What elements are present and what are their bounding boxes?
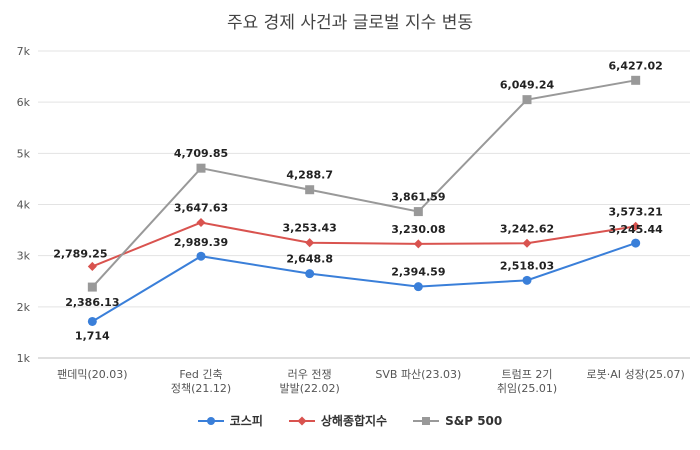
x-tick-label: 로봇·AI 성장(25.07) xyxy=(587,368,685,381)
legend-item-sp500[interactable]: S&P 500 xyxy=(413,412,502,429)
data-point xyxy=(87,261,97,271)
series-line-2 xyxy=(91,221,636,268)
series-line-1 xyxy=(91,242,636,323)
legend: 코스피 상해종합지수 S&P 500 xyxy=(0,412,700,429)
data-label: 6,049.24 xyxy=(500,79,555,92)
legend-swatch-shanghai xyxy=(288,415,315,426)
data-label: 6,427.02 xyxy=(609,59,663,72)
data-point xyxy=(522,275,532,285)
data-label: 2,789.25 xyxy=(53,247,107,260)
data-point xyxy=(522,95,532,105)
x-tick-label: 트럼프 2기 취임(25.01) xyxy=(497,368,557,395)
data-point xyxy=(413,207,423,217)
data-point xyxy=(196,163,206,173)
legend-label-shanghai: 상해종합지수 xyxy=(320,414,388,428)
data-point xyxy=(196,218,206,228)
data-label: 3,242.62 xyxy=(500,222,554,235)
data-labels: 1,714 2,989.39 2,648.8 2,394.59 2,518.03 3,24… xyxy=(53,59,663,342)
x-tick-label: SVB 파산(23.03) xyxy=(375,368,461,381)
y-tick-label: 7k xyxy=(17,45,31,58)
data-label: 3,253.43 xyxy=(283,222,337,235)
data-label: 2,648.8 xyxy=(286,253,333,266)
data-point xyxy=(87,316,97,326)
y-tick-label: 3k xyxy=(17,250,31,263)
data-point xyxy=(305,238,315,248)
data-point xyxy=(305,269,315,279)
series-lines xyxy=(87,75,641,326)
data-label: 3,861.59 xyxy=(391,191,445,204)
x-tick-label: 러우 전쟁 발발(22.02) xyxy=(280,368,340,395)
data-point xyxy=(413,282,423,292)
data-label: 2,518.03 xyxy=(500,259,554,272)
data-label: 2,989.39 xyxy=(174,236,228,249)
x-tick-label: 팬데믹(20.03) xyxy=(57,368,127,381)
legend-label-sp500: S&P 500 xyxy=(445,413,503,428)
data-label: 3,573.21 xyxy=(609,205,663,218)
data-point xyxy=(196,251,206,261)
legend-label-kospi: 코스피 xyxy=(229,414,263,428)
y-tick-label: 1k xyxy=(17,352,31,365)
data-point xyxy=(522,238,532,248)
legend-item-shanghai[interactable]: 상해종합지수 xyxy=(288,412,388,429)
data-point xyxy=(87,282,97,292)
chart-title: 주요 경제 사건과 글로벌 지수 변동 xyxy=(227,13,473,33)
gridlines xyxy=(38,50,690,359)
data-label: 3,245.44 xyxy=(609,223,664,236)
y-tick-label: 6k xyxy=(17,96,31,109)
data-label: 1,714 xyxy=(75,329,110,342)
series-line-3 xyxy=(91,79,636,288)
x-tick-label: Fed 긴축 정책(21.12) xyxy=(171,368,231,395)
y-tick-label: 5k xyxy=(17,147,31,160)
y-tick-label: 2k xyxy=(17,301,31,314)
legend-swatch-sp500 xyxy=(413,416,440,426)
legend-swatch-kospi xyxy=(197,416,224,426)
data-point xyxy=(305,185,315,195)
data-point xyxy=(413,239,423,249)
data-label: 3,647.63 xyxy=(174,202,228,215)
data-point xyxy=(631,238,641,248)
data-label: 4,288.7 xyxy=(286,169,333,182)
y-axis: 1k 2k 3k 4k 5k 6k 7k xyxy=(17,45,31,365)
data-label: 2,386.13 xyxy=(65,296,119,309)
data-point xyxy=(631,75,641,85)
legend-item-kospi[interactable]: 코스피 xyxy=(197,412,263,429)
y-tick-label: 4k xyxy=(17,199,31,212)
data-label: 2,394.59 xyxy=(391,266,445,279)
data-label: 3,230.08 xyxy=(391,223,445,236)
x-axis: 팬데믹(20.03) Fed 긴축 정책(21.12) 러우 전쟁 발발(22.02) S… xyxy=(57,368,685,395)
data-label: 4,709.85 xyxy=(174,147,228,160)
